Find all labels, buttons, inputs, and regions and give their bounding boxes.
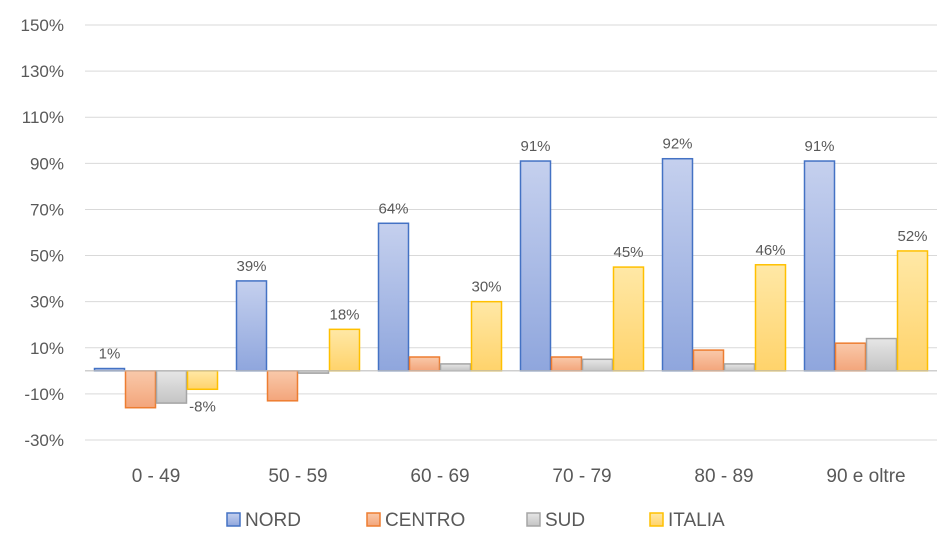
legend-swatch-sud [526,512,541,527]
legend-swatch-nord [226,512,241,527]
x-category-label: 60 - 69 [410,466,469,487]
bar-italia-70-79 [612,266,645,372]
bar-italia-60-69 [470,300,503,372]
bar-sud-0-49 [155,370,188,404]
legend: NORD CENTRO SUD ITALIA [226,510,725,531]
data-label-nord-70-79: 91% [520,138,550,155]
data-label-nord-90-e-oltre: 91% [804,138,834,155]
y-axis-ticks: -30% -10% 10% 30% 50% 70% 90% 110% 130% 150% [21,16,64,450]
y-tick-label: -10% [24,385,64,404]
bar-italia-80-89 [754,264,787,372]
data-label-italia-70-79: 45% [613,244,643,261]
y-tick-label: -30% [24,431,64,450]
y-tick-label: 130% [21,62,64,81]
bar-sud-60-69 [439,363,472,372]
data-label-nord-60-69: 64% [378,200,408,217]
bar-centro-80-89 [692,349,725,372]
x-category-label: 70 - 79 [552,466,611,487]
bar-nord-80-89 [661,157,694,372]
bar-nord-90-e-oltre [803,160,836,372]
legend-label-nord: NORD [245,510,301,531]
x-category-label: 0 - 49 [132,466,181,487]
data-label-italia-60-69: 30% [471,279,501,296]
bar-italia-0-49 [186,370,219,391]
x-category-label: 50 - 59 [268,466,327,487]
data-label-nord-80-89: 92% [662,136,692,153]
legend-label-sud: SUD [545,510,585,531]
data-label-italia-0-49: -8% [189,398,216,415]
y-tick-label: 90% [30,154,64,173]
x-axis-categories: 0 - 49 50 - 59 60 - 69 70 - 79 80 - 89 90 e o… [132,466,906,487]
data-label-nord-50-59: 39% [236,258,266,275]
bar-nord-50-59 [235,280,268,372]
data-label-italia-50-59: 18% [329,306,359,323]
y-tick-label: 30% [30,293,64,312]
bar-sud-80-89 [723,363,756,372]
bar-nord-60-69 [377,222,410,372]
legend-label-centro: CENTRO [385,510,465,531]
x-category-label: 90 e oltre [826,466,905,487]
bar-italia-50-59 [328,328,361,372]
y-tick-label: 10% [30,339,64,358]
data-label-italia-80-89: 46% [755,242,785,259]
legend-swatch-centro [366,512,381,527]
bar-centro-50-59 [266,370,299,402]
legend-label-italia: ITALIA [668,510,725,531]
y-tick-label: 150% [21,16,64,35]
data-label-italia-90-e-oltre: 52% [897,228,927,245]
y-tick-label: 70% [30,200,64,219]
x-category-label: 80 - 89 [694,466,753,487]
data-labels: 1% -8% 39% 18% 64% 30% 91% 45% 92% 46% 91% 52% [99,136,928,416]
gridlines [85,24,937,441]
data-label-nord-0-49: 1% [99,346,121,363]
legend-swatch-italia [649,512,664,527]
bar-italia-90-e-oltre [896,250,929,372]
bar-centro-0-49 [124,370,157,409]
bar-centro-90-e-oltre [834,342,867,372]
y-tick-label: 50% [30,247,64,266]
bar-centro-70-79 [550,356,583,372]
bar-centro-60-69 [408,356,441,372]
bar-nord-70-79 [519,160,552,372]
bar-sud-70-79 [581,358,614,372]
bar-sud-90-e-oltre [865,337,898,372]
y-tick-label: 110% [22,108,64,127]
